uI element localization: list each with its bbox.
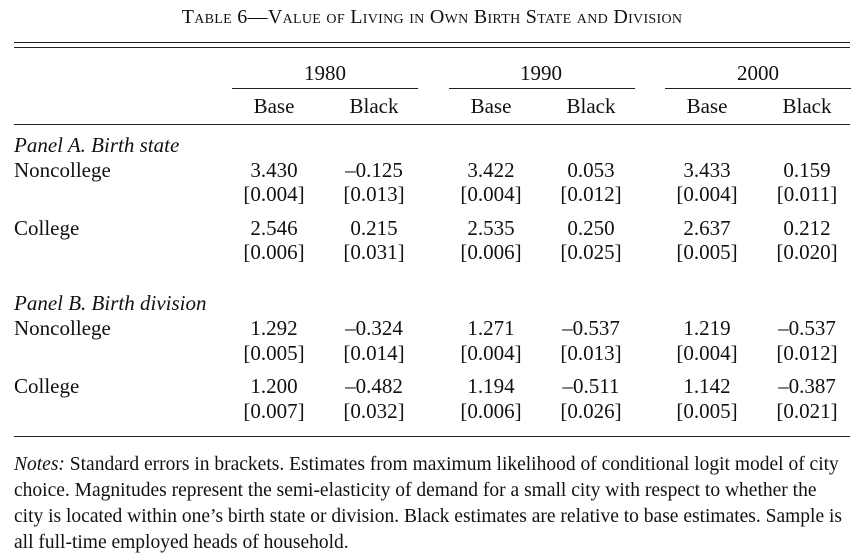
panel-label: Panel A. Birth state bbox=[14, 133, 180, 157]
std-error-cell: [0.013] bbox=[343, 182, 405, 206]
notes-text: Standard errors in brackets. Estimates f… bbox=[14, 454, 843, 553]
std-error-cell: [0.004] bbox=[460, 182, 522, 206]
estimate-cell: 1.142 bbox=[683, 374, 731, 398]
year-rule-1990 bbox=[449, 88, 635, 89]
col-header-base-1990: Base bbox=[470, 94, 512, 118]
col-header-base-2000: Base bbox=[686, 94, 728, 118]
estimate-cell: 1.292 bbox=[250, 316, 298, 340]
year-header-1990: 1990 bbox=[520, 61, 562, 85]
std-error-cell: [0.025] bbox=[560, 240, 622, 264]
estimate-cell: 0.250 bbox=[567, 216, 615, 240]
estimate-cell: 0.212 bbox=[783, 216, 831, 240]
std-error-cell: [0.032] bbox=[343, 399, 405, 423]
std-error-cell: [0.026] bbox=[560, 399, 622, 423]
estimate-cell: 3.430 bbox=[250, 158, 298, 182]
table-notes: Notes: Standard errors in brackets. Esti… bbox=[14, 452, 850, 556]
std-error-cell: [0.004] bbox=[676, 341, 738, 365]
estimate-cell: 2.637 bbox=[683, 216, 731, 240]
std-error-cell: [0.021] bbox=[776, 399, 838, 423]
top-rule bbox=[14, 42, 850, 43]
std-error-cell: [0.005] bbox=[676, 240, 738, 264]
estimate-cell: –0.482 bbox=[345, 374, 403, 398]
estimate-cell: 3.433 bbox=[683, 158, 731, 182]
estimate-cell: 0.159 bbox=[783, 158, 831, 182]
row-label: College bbox=[14, 374, 80, 398]
estimate-cell: –0.537 bbox=[562, 316, 620, 340]
std-error-cell: [0.007] bbox=[243, 399, 305, 423]
table-title: Table 6—Value of Living in Own Birth Sta… bbox=[181, 6, 683, 28]
estimate-cell: 1.200 bbox=[250, 374, 298, 398]
std-error-cell: [0.006] bbox=[243, 240, 305, 264]
row-label: College bbox=[14, 216, 80, 240]
col-header-base-1980: Base bbox=[253, 94, 295, 118]
row-label: Noncollege bbox=[14, 316, 111, 340]
std-error-cell: [0.020] bbox=[776, 240, 838, 264]
estimate-cell: 2.546 bbox=[250, 216, 298, 240]
std-error-cell: [0.012] bbox=[560, 182, 622, 206]
year-header-1980: 1980 bbox=[304, 61, 346, 85]
estimate-cell: 1.271 bbox=[467, 316, 515, 340]
bottom-rule bbox=[14, 436, 850, 437]
estimate-cell: –0.537 bbox=[778, 316, 836, 340]
estimate-cell: 1.194 bbox=[467, 374, 515, 398]
estimate-cell: 2.535 bbox=[467, 216, 515, 240]
panel-label: Panel B. Birth division bbox=[14, 291, 207, 315]
std-error-cell: [0.006] bbox=[460, 399, 522, 423]
std-error-cell: [0.013] bbox=[560, 341, 622, 365]
estimate-cell: –0.125 bbox=[345, 158, 403, 182]
std-error-cell: [0.014] bbox=[343, 341, 405, 365]
std-error-cell: [0.011] bbox=[776, 182, 838, 206]
row-label: Noncollege bbox=[14, 158, 111, 182]
std-error-cell: [0.012] bbox=[776, 341, 838, 365]
col-header-black-1990: Black bbox=[566, 94, 616, 118]
col-header-black-1980: Black bbox=[349, 94, 399, 118]
std-error-cell: [0.004] bbox=[243, 182, 305, 206]
estimate-cell: –0.387 bbox=[778, 374, 836, 398]
year-rule-1980 bbox=[232, 88, 418, 89]
notes-label: Notes: bbox=[14, 454, 65, 475]
top-rule-double bbox=[14, 47, 850, 48]
year-rule-2000 bbox=[665, 88, 851, 89]
estimate-cell: 3.422 bbox=[467, 158, 515, 182]
std-error-cell: [0.006] bbox=[460, 240, 522, 264]
std-error-cell: [0.031] bbox=[343, 240, 405, 264]
header-rule bbox=[14, 124, 850, 125]
std-error-cell: [0.004] bbox=[460, 341, 522, 365]
estimate-cell: 0.215 bbox=[350, 216, 398, 240]
estimate-cell: 1.219 bbox=[683, 316, 731, 340]
std-error-cell: [0.005] bbox=[243, 341, 305, 365]
year-header-2000: 2000 bbox=[737, 61, 779, 85]
std-error-cell: [0.004] bbox=[676, 182, 738, 206]
estimate-cell: 0.053 bbox=[567, 158, 615, 182]
estimate-cell: –0.511 bbox=[562, 374, 620, 398]
col-header-black-2000: Black bbox=[782, 94, 832, 118]
std-error-cell: [0.005] bbox=[676, 399, 738, 423]
estimate-cell: –0.324 bbox=[345, 316, 403, 340]
